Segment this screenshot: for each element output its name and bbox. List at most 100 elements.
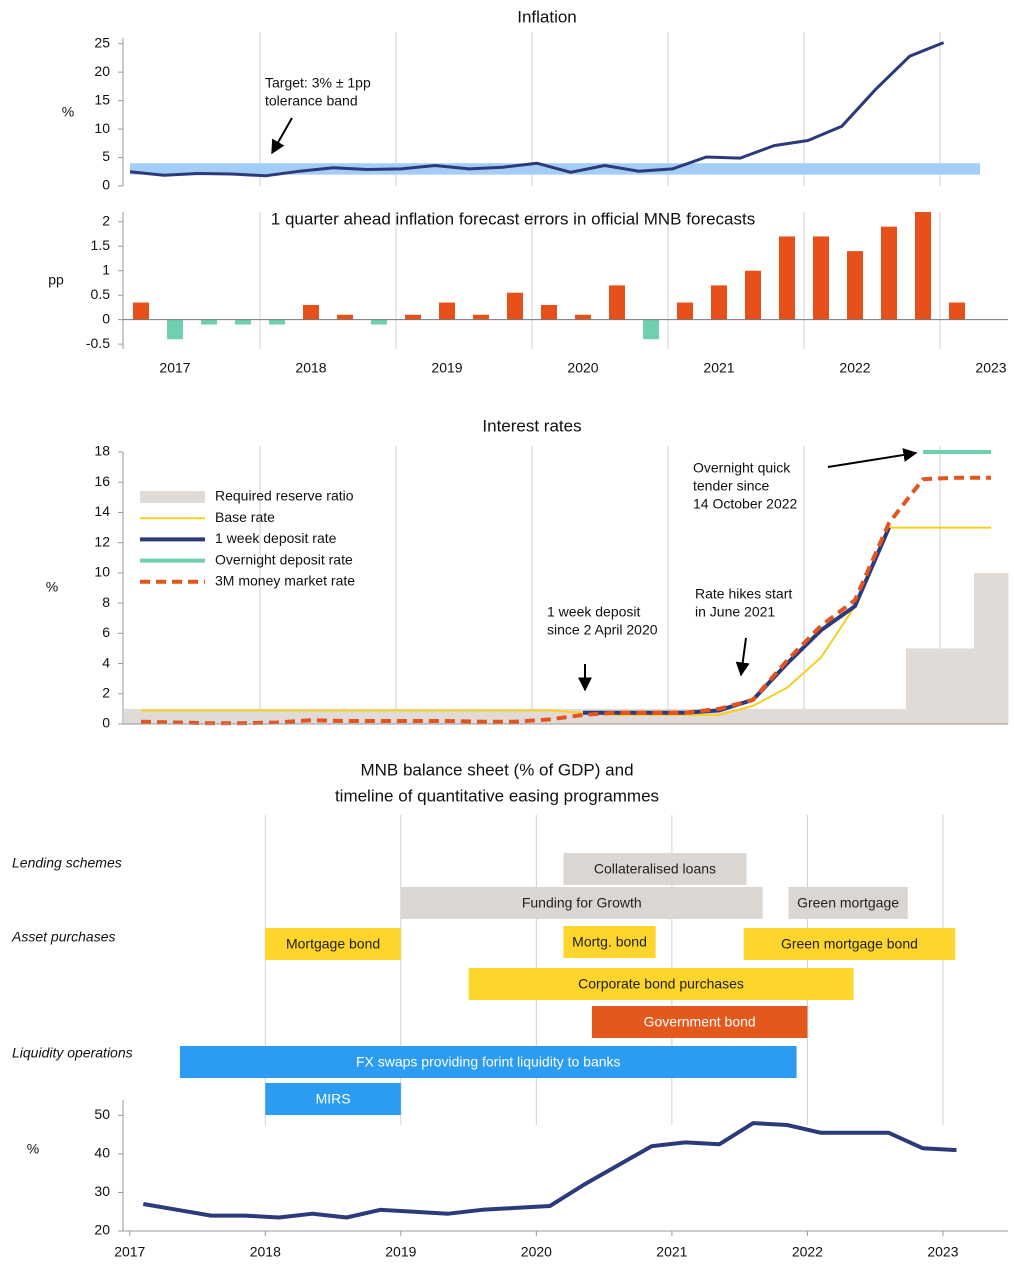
x-tick-label: 2023 xyxy=(927,1244,958,1260)
annotation-arrow xyxy=(827,448,918,468)
annotation: tolerance band xyxy=(265,93,358,109)
annotation: Target: 3% ± 1pp xyxy=(265,75,371,91)
x-tick-label: 2021 xyxy=(703,360,734,376)
programme-label: Government bond xyxy=(644,1014,756,1030)
error-bar xyxy=(949,302,965,320)
error-bar xyxy=(235,319,251,325)
programme-bar xyxy=(591,1006,808,1038)
x-tick-label: 2017 xyxy=(114,1244,145,1260)
programme-label: Green mortgage bond xyxy=(781,936,918,952)
chart-title: MNB balance sheet (% of GDP) and xyxy=(360,760,633,779)
legend-label: Overnight deposit rate xyxy=(215,551,353,567)
error-bar xyxy=(575,314,591,320)
error-bar xyxy=(167,319,183,340)
programme-label: Funding for Growth xyxy=(522,895,642,911)
reserve-bar xyxy=(464,708,499,724)
error-bar xyxy=(609,285,625,320)
y-tick-label: 4 xyxy=(102,654,110,670)
error-bar xyxy=(473,314,489,320)
y-tick-label: 1 xyxy=(102,261,110,277)
error-bar xyxy=(337,314,353,320)
y-tick-label: 0.5 xyxy=(91,286,111,302)
y-tick-label: 15 xyxy=(94,91,110,107)
y-tick-label: 20 xyxy=(94,1222,110,1238)
reserve-bar xyxy=(906,648,941,724)
legend-label: 3M money market rate xyxy=(215,573,355,589)
programme-bar xyxy=(468,968,854,1000)
y-tick-label: 0 xyxy=(102,310,110,326)
x-tick-label: 2020 xyxy=(567,360,598,376)
x-tick-label: 2017 xyxy=(159,360,190,376)
x-tick-label: 2022 xyxy=(792,1244,823,1260)
programme-bar xyxy=(400,887,763,919)
reserve-bar xyxy=(770,708,805,724)
y-tick-label: 6 xyxy=(102,624,110,640)
y-tick-label: 20 xyxy=(94,63,110,79)
programme-bar xyxy=(179,1046,797,1078)
y-tick-label: 40 xyxy=(94,1145,110,1161)
rate-line xyxy=(141,526,991,716)
annotation: 1 week deposit xyxy=(547,604,641,620)
error-bar xyxy=(133,302,149,320)
programme-label: Corporate bond purchases xyxy=(578,976,744,992)
reserve-bar xyxy=(192,708,227,724)
programme-bar xyxy=(788,887,908,919)
reserve-bar xyxy=(872,708,907,724)
reserve-bar xyxy=(498,708,533,724)
y-tick-label: 16 xyxy=(94,473,110,489)
inflation-line xyxy=(129,41,945,178)
balance-sheet-line xyxy=(142,1121,957,1220)
annotation: Overnight quick xyxy=(693,460,791,476)
programme-label: MIRS xyxy=(316,1091,351,1107)
x-tick-label: 2019 xyxy=(431,360,462,376)
y-tick-label: 30 xyxy=(94,1183,110,1199)
y-tick-label: 5 xyxy=(102,148,110,164)
legend-label: 1 week deposit rate xyxy=(215,530,337,546)
error-bar xyxy=(779,236,795,320)
y-tick-label: 0 xyxy=(102,177,110,193)
legend-label: Base rate xyxy=(215,509,275,525)
annotation: since 2 April 2020 xyxy=(547,622,658,638)
y-tick-label: 18 xyxy=(94,443,110,459)
x-tick-label: 2018 xyxy=(295,360,326,376)
annotation: Rate hikes start xyxy=(695,586,792,602)
programme-label: Mortgage bond xyxy=(286,936,380,952)
y-axis-label: % xyxy=(46,579,58,595)
error-bar xyxy=(541,304,557,320)
group-label: Asset purchases xyxy=(11,929,116,945)
annotation: tender since xyxy=(693,478,769,494)
rate-line xyxy=(583,526,891,715)
y-tick-label: 10 xyxy=(94,120,110,136)
y-tick-label: 14 xyxy=(94,503,110,519)
x-tick-label: 2019 xyxy=(385,1244,416,1260)
x-tick-label: 2018 xyxy=(250,1244,281,1260)
error-bar xyxy=(269,319,285,325)
group-label: Liquidity operations xyxy=(12,1045,133,1061)
programme-label: Green mortgage xyxy=(797,895,899,911)
y-tick-label: 0 xyxy=(102,715,110,731)
reserve-bar xyxy=(804,708,839,724)
chart-title: Interest rates xyxy=(482,416,581,435)
error-bar xyxy=(847,251,863,320)
y-tick-label: 2 xyxy=(102,212,110,228)
reserve-bar xyxy=(838,708,873,724)
error-bar xyxy=(405,314,421,320)
programme-label: FX swaps providing forint liquidity to b… xyxy=(356,1054,621,1070)
chart-title: timeline of quantitative easing programm… xyxy=(335,786,659,805)
programme-label: Collateralised loans xyxy=(594,861,716,877)
error-bar xyxy=(643,319,659,340)
annotation-arrow xyxy=(271,117,293,155)
programme-bar xyxy=(563,926,656,958)
x-tick-label: 2023 xyxy=(975,360,1006,376)
y-axis-label: % xyxy=(27,1141,39,1157)
reserve-bar xyxy=(736,708,771,724)
y-tick-label: -0.5 xyxy=(86,335,110,351)
error-bar xyxy=(711,285,727,320)
y-axis-label: pp xyxy=(48,272,64,288)
chart-title: 1 quarter ahead inflation forecast error… xyxy=(271,209,755,228)
group-label: Lending schemes xyxy=(12,855,122,871)
programme-bar xyxy=(563,853,747,885)
y-tick-label: 25 xyxy=(94,34,110,50)
